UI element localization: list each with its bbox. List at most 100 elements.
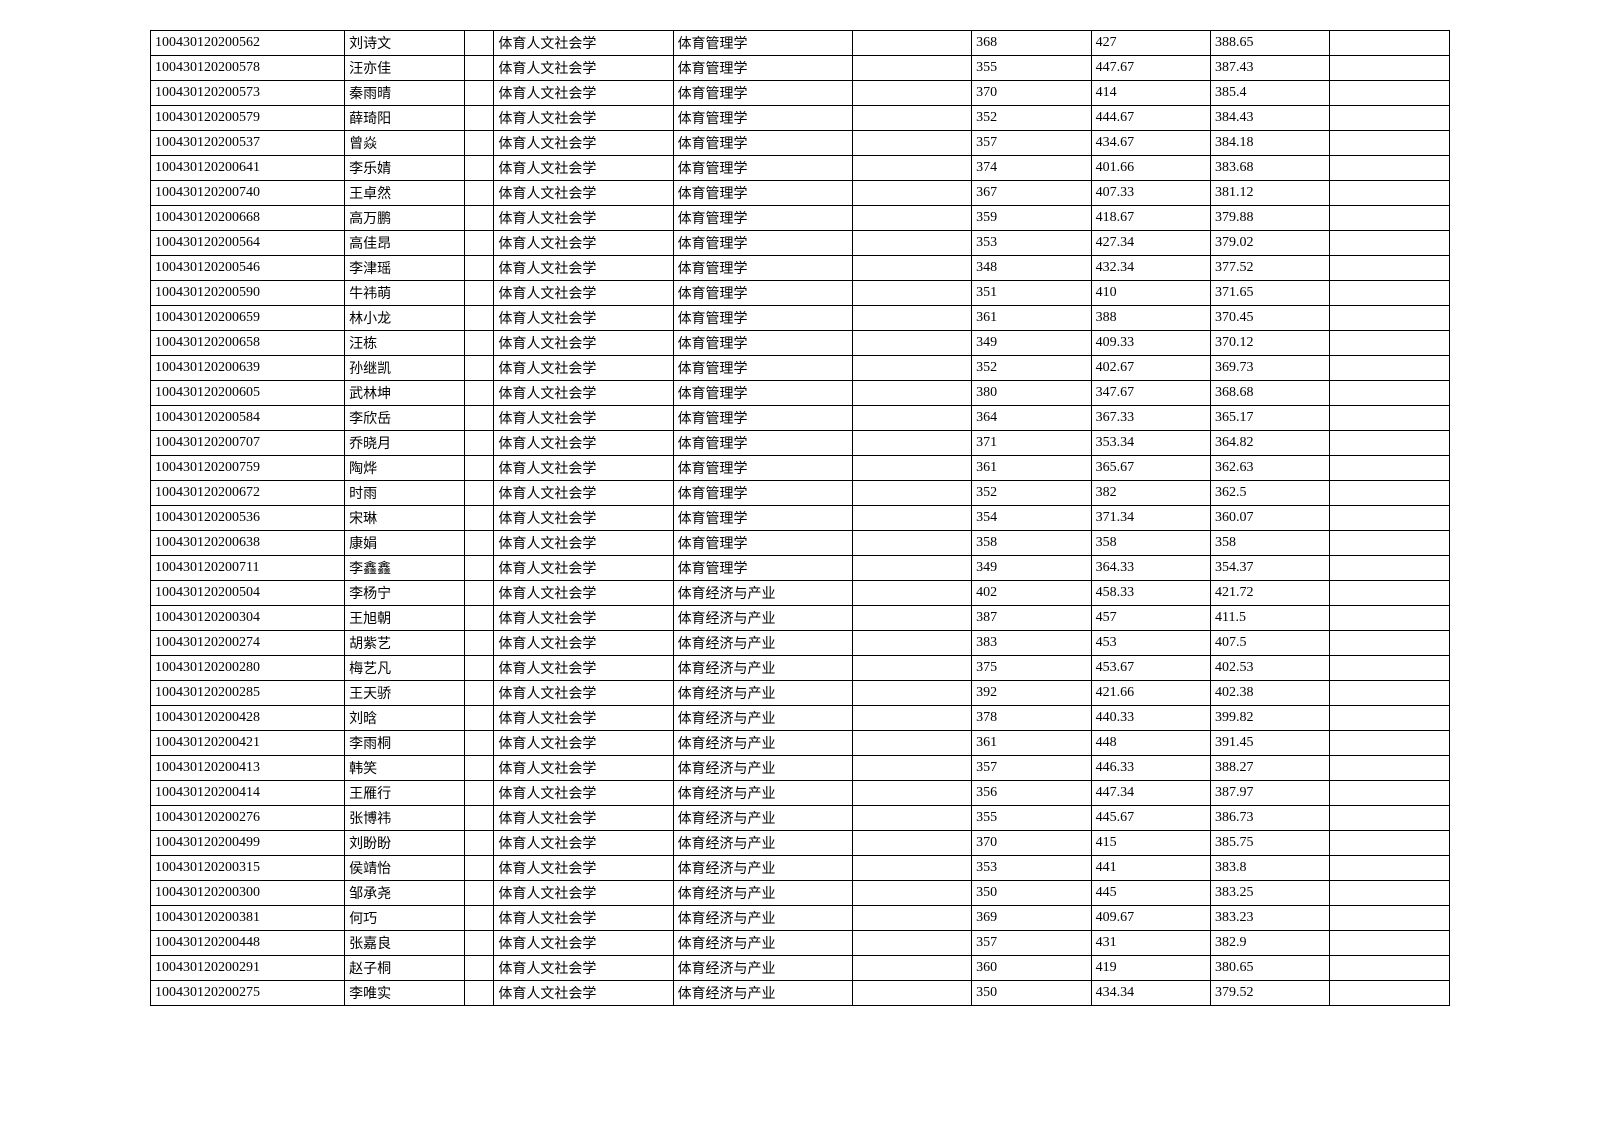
cell-id: 100430120200658 (151, 331, 345, 356)
cell-id: 100430120200291 (151, 956, 345, 981)
cell-score2: 445 (1091, 881, 1210, 906)
cell-score3: 384.18 (1211, 131, 1330, 156)
cell-id: 100430120200300 (151, 881, 345, 906)
cell-score1: 375 (972, 656, 1091, 681)
cell-major: 体育管理学 (673, 206, 852, 231)
cell-dept: 体育人文社会学 (494, 606, 673, 631)
cell-blank2 (852, 756, 971, 781)
cell-blank1 (464, 981, 494, 1006)
cell-blank1 (464, 506, 494, 531)
cell-major: 体育管理学 (673, 406, 852, 431)
cell-dept: 体育人文社会学 (494, 656, 673, 681)
cell-score2: 448 (1091, 731, 1210, 756)
cell-blank2 (852, 781, 971, 806)
table-row: 100430120200639孙继凯体育人文社会学体育管理学352402.673… (151, 356, 1450, 381)
cell-dept: 体育人文社会学 (494, 56, 673, 81)
cell-dept: 体育人文社会学 (494, 31, 673, 56)
cell-blank2 (852, 331, 971, 356)
cell-dept: 体育人文社会学 (494, 731, 673, 756)
cell-score3: 354.37 (1211, 556, 1330, 581)
cell-id: 100430120200504 (151, 581, 345, 606)
cell-blank2 (852, 931, 971, 956)
cell-blank1 (464, 356, 494, 381)
cell-id: 100430120200285 (151, 681, 345, 706)
table-row: 100430120200291赵子桐体育人文社会学体育经济与产业36041938… (151, 956, 1450, 981)
cell-dept: 体育人文社会学 (494, 706, 673, 731)
cell-score2: 388 (1091, 306, 1210, 331)
cell-blank2 (852, 681, 971, 706)
cell-score2: 457 (1091, 606, 1210, 631)
cell-blank3 (1330, 531, 1450, 556)
cell-dept: 体育人文社会学 (494, 756, 673, 781)
cell-score2: 414 (1091, 81, 1210, 106)
cell-score3: 387.97 (1211, 781, 1330, 806)
cell-score3: 387.43 (1211, 56, 1330, 81)
cell-name: 王旭朝 (345, 606, 464, 631)
cell-blank2 (852, 131, 971, 156)
cell-blank1 (464, 256, 494, 281)
cell-blank3 (1330, 831, 1450, 856)
table-row: 100430120200381何巧体育人文社会学体育经济与产业369409.67… (151, 906, 1450, 931)
cell-score3: 365.17 (1211, 406, 1330, 431)
cell-score3: 381.12 (1211, 181, 1330, 206)
cell-blank3 (1330, 206, 1450, 231)
cell-dept: 体育人文社会学 (494, 956, 673, 981)
cell-blank1 (464, 331, 494, 356)
cell-score2: 401.66 (1091, 156, 1210, 181)
cell-score3: 383.25 (1211, 881, 1330, 906)
cell-blank2 (852, 631, 971, 656)
cell-major: 体育经济与产业 (673, 581, 852, 606)
cell-dept: 体育人文社会学 (494, 81, 673, 106)
cell-id: 100430120200668 (151, 206, 345, 231)
table-row: 100430120200590牛祎萌体育人文社会学体育管理学351410371.… (151, 281, 1450, 306)
cell-score3: 407.5 (1211, 631, 1330, 656)
cell-blank3 (1330, 256, 1450, 281)
cell-score3: 391.45 (1211, 731, 1330, 756)
cell-score1: 361 (972, 306, 1091, 331)
cell-major: 体育经济与产业 (673, 931, 852, 956)
cell-blank3 (1330, 956, 1450, 981)
cell-score1: 357 (972, 131, 1091, 156)
cell-score2: 365.67 (1091, 456, 1210, 481)
cell-score1: 354 (972, 506, 1091, 531)
cell-blank2 (852, 306, 971, 331)
cell-id: 100430120200275 (151, 981, 345, 1006)
cell-blank3 (1330, 856, 1450, 881)
cell-blank2 (852, 431, 971, 456)
cell-blank1 (464, 806, 494, 831)
cell-score1: 355 (972, 56, 1091, 81)
cell-major: 体育经济与产业 (673, 631, 852, 656)
cell-name: 梅艺凡 (345, 656, 464, 681)
cell-major: 体育管理学 (673, 381, 852, 406)
table-row: 100430120200672时雨体育人文社会学体育管理学352382362.5 (151, 481, 1450, 506)
cell-dept: 体育人文社会学 (494, 381, 673, 406)
cell-score2: 418.67 (1091, 206, 1210, 231)
table-row: 100430120200414王雁行体育人文社会学体育经济与产业356447.3… (151, 781, 1450, 806)
cell-major: 体育经济与产业 (673, 856, 852, 881)
cell-blank3 (1330, 131, 1450, 156)
cell-id: 100430120200448 (151, 931, 345, 956)
cell-score2: 409.33 (1091, 331, 1210, 356)
cell-major: 体育经济与产业 (673, 681, 852, 706)
cell-id: 100430120200564 (151, 231, 345, 256)
cell-blank2 (852, 31, 971, 56)
cell-major: 体育管理学 (673, 306, 852, 331)
cell-major: 体育管理学 (673, 331, 852, 356)
cell-score2: 434.34 (1091, 981, 1210, 1006)
cell-dept: 体育人文社会学 (494, 531, 673, 556)
cell-blank3 (1330, 456, 1450, 481)
cell-score1: 358 (972, 531, 1091, 556)
cell-score1: 353 (972, 856, 1091, 881)
cell-score2: 447.67 (1091, 56, 1210, 81)
cell-major: 体育经济与产业 (673, 606, 852, 631)
cell-score1: 364 (972, 406, 1091, 431)
cell-id: 100430120200573 (151, 81, 345, 106)
cell-blank2 (852, 831, 971, 856)
cell-blank1 (464, 931, 494, 956)
cell-major: 体育管理学 (673, 556, 852, 581)
cell-score1: 369 (972, 906, 1091, 931)
cell-blank1 (464, 831, 494, 856)
cell-id: 100430120200536 (151, 506, 345, 531)
table-row: 100430120200275李唯实体育人文社会学体育经济与产业350434.3… (151, 981, 1450, 1006)
cell-score2: 440.33 (1091, 706, 1210, 731)
